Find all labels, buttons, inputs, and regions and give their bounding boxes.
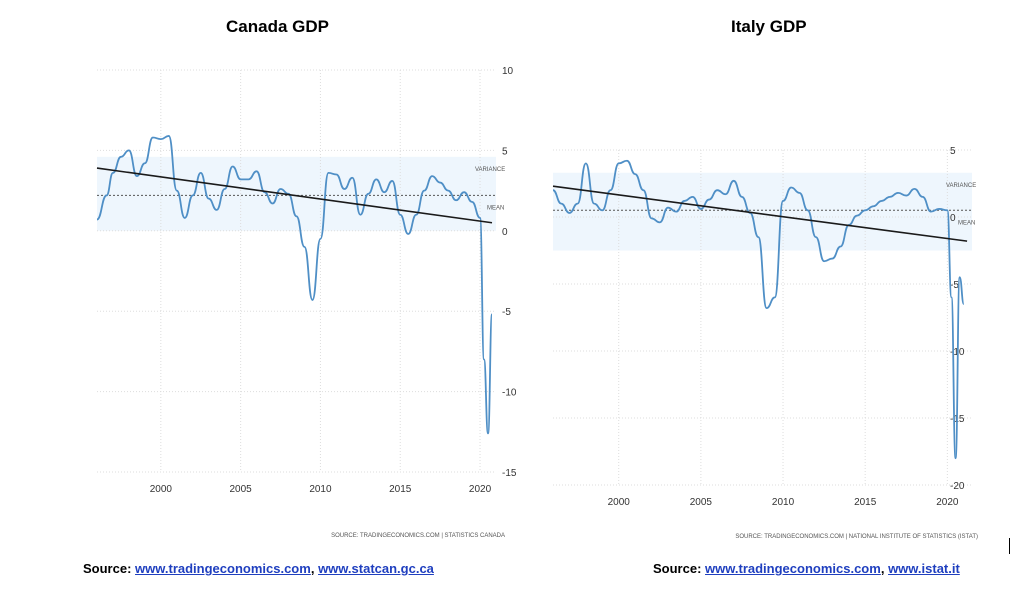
- italy-source-line: Source: www.tradingeconomics.com, www.is…: [653, 561, 960, 576]
- canada-chart-footer: SOURCE: TRADINGECONOMICS.COM | STATISTIC…: [331, 533, 505, 539]
- italy-variance-band: [553, 172, 972, 251]
- istat-link[interactable]: www.istat.it: [888, 561, 960, 576]
- canada-variance-band: [97, 156, 496, 231]
- italy-y-tick-label: 0: [950, 213, 956, 224]
- italy-x-tick-label: 2000: [608, 497, 631, 508]
- canada-source-line: Source: www.tradingeconomics.com, www.st…: [83, 561, 434, 576]
- canada-x-tick-label: 2010: [309, 484, 332, 495]
- canada-y-tick-label: 5: [502, 146, 508, 157]
- italy-gdp-series-line: [552, 159, 965, 460]
- italy-y-tick-label: -5: [950, 280, 959, 291]
- canada-trend-line: [96, 167, 493, 224]
- source-separator: ,: [880, 561, 885, 576]
- tradingeconomics-link[interactable]: www.tradingeconomics.com: [705, 561, 881, 576]
- canada-x-tick-label: 2000: [150, 484, 173, 495]
- italy-chart-footer: SOURCE: TRADINGECONOMICS.COM | NATIONAL …: [735, 534, 978, 540]
- italy-variance-annotation: VARIANCE: [946, 183, 976, 189]
- canada-mean-annotation: MEAN: [487, 205, 504, 211]
- italy-mean-annotation: MEAN: [958, 220, 975, 226]
- canada-x-tick-label: 2005: [230, 484, 253, 495]
- canada-y-tick-label: 0: [502, 227, 508, 238]
- italy-y-tick-label: 5: [950, 146, 956, 157]
- canada-gdp-series-line: [96, 135, 493, 435]
- source-label: Source:: [83, 561, 132, 576]
- source-separator: ,: [310, 561, 315, 576]
- canada-variance-annotation: VARIANCE: [475, 167, 505, 173]
- italy-x-tick-label: 2005: [690, 497, 713, 508]
- tradingeconomics-link[interactable]: www.tradingeconomics.com: [135, 561, 311, 576]
- text-cursor: [1009, 538, 1010, 554]
- canada-y-tick-label: -5: [502, 307, 511, 318]
- italy-x-tick-label: 2010: [772, 497, 795, 508]
- statcan-link[interactable]: www.statcan.gc.ca: [318, 561, 434, 576]
- canada-y-tick-label: -15: [502, 468, 517, 479]
- canada-x-tick-label: 2020: [469, 484, 492, 495]
- canada-chart-title: Canada GDP: [226, 17, 329, 36]
- source-label: Source:: [653, 561, 702, 576]
- italy-x-tick-label: 2015: [854, 497, 877, 508]
- italy-y-tick-label: -20: [950, 481, 965, 492]
- canada-y-tick-label: 10: [502, 66, 514, 77]
- italy-x-tick-label: 2020: [936, 497, 959, 508]
- canada-y-tick-label: -10: [502, 388, 517, 399]
- italy-chart-title: Italy GDP: [731, 17, 807, 36]
- italy-trend-line: [552, 185, 968, 242]
- canada-x-tick-label: 2015: [389, 484, 412, 495]
